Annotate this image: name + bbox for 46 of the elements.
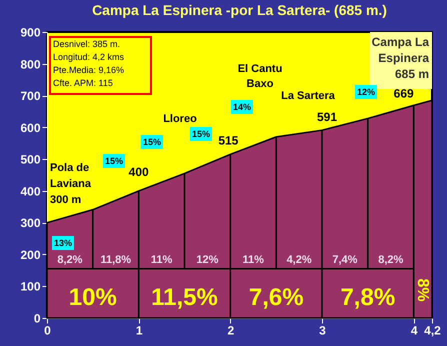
annotation: 10% xyxy=(68,284,117,311)
annotation: 8,2% xyxy=(378,254,404,266)
annotation: 15% xyxy=(192,129,210,139)
annotation: 7,8% xyxy=(340,284,396,311)
chart-title: Campa La Espinera -por La Sartera- (685 m.) xyxy=(92,2,387,18)
annotation: 11% xyxy=(242,254,264,266)
annotation: Pola de Laviana 300 m xyxy=(50,162,92,206)
annotation: 7,6% xyxy=(248,284,304,311)
x-tick-label: 2 xyxy=(227,324,234,338)
annotation: 8% xyxy=(414,278,431,302)
annotation: 13% xyxy=(54,238,72,248)
annotation: 515 xyxy=(218,133,239,148)
y-tick-label: 300 xyxy=(20,216,41,230)
annotation: La Sartera xyxy=(281,90,336,102)
x-tick-label: 4,2 xyxy=(424,324,442,338)
y-tick-label: 100 xyxy=(20,280,41,294)
annotation: 669 xyxy=(394,86,414,100)
y-tick-label: 600 xyxy=(20,120,41,135)
annotation: 11% xyxy=(150,254,173,266)
y-tick-label: 400 xyxy=(20,184,41,198)
y-tick-label: 500 xyxy=(20,152,41,167)
annotation: 8,2% xyxy=(57,254,83,266)
annotation: 591 xyxy=(316,110,338,124)
x-tick-label: 3 xyxy=(319,324,326,338)
annotation: 400 xyxy=(128,164,149,179)
annotation: 7,4% xyxy=(332,254,358,266)
annotation: El Cantu Baxo xyxy=(238,63,282,90)
y-tick-label: 900 xyxy=(20,26,41,40)
annotation: 12% xyxy=(196,254,219,266)
y-tick-label: 0 xyxy=(34,312,41,326)
y-tick-label: 800 xyxy=(20,57,41,72)
annotation: Lloreo xyxy=(163,113,198,125)
x-tick-label: 0 xyxy=(44,324,52,338)
annotation: 11,8% xyxy=(100,254,132,266)
annotation: 12% xyxy=(356,87,376,97)
annotation: Desnivel: 385 m. Longitud: 4,2 kms Pte.Media: 9,16% Cfte. APM: 115 xyxy=(53,39,125,88)
x-tick-label: 4 xyxy=(410,324,418,338)
y-tick-label: 700 xyxy=(20,89,41,104)
y-tick-label: 200 xyxy=(20,248,41,262)
annotation: 11,5% xyxy=(151,284,218,311)
annotation: Campa La Espinera 685 m xyxy=(372,35,430,81)
annotation: 4,2% xyxy=(286,254,312,266)
annotation: 14% xyxy=(232,102,252,112)
annotation: 15% xyxy=(142,137,162,147)
x-tick-label: 1 xyxy=(136,324,143,338)
annotation: 15% xyxy=(104,156,124,166)
